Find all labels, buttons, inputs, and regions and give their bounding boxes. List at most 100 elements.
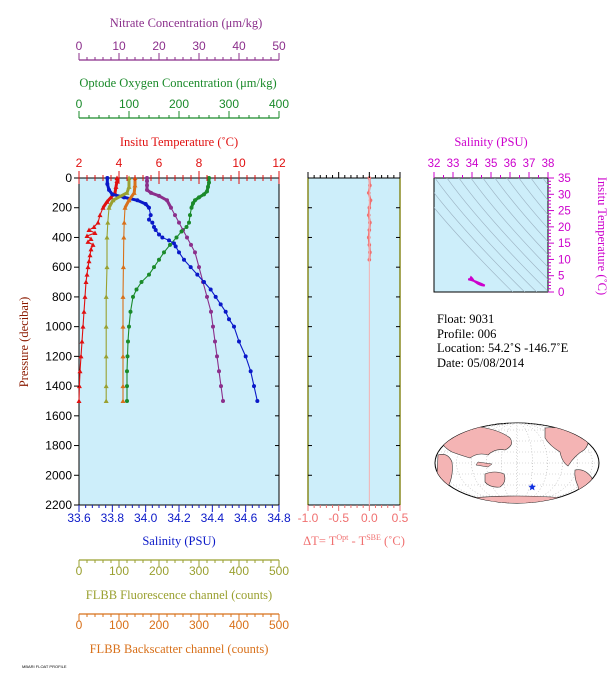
ts-density-contour xyxy=(494,178,548,243)
salinity-point xyxy=(153,228,158,233)
fluorescence-point xyxy=(103,294,109,299)
oxygen-point xyxy=(174,235,179,240)
backscatter-point xyxy=(120,383,126,389)
oxygen-point xyxy=(128,309,133,314)
temperature-point xyxy=(114,175,120,180)
oxygen-point xyxy=(197,195,201,200)
oxygen-point xyxy=(152,265,156,270)
backscatter-point xyxy=(120,398,126,403)
nitrate-point xyxy=(145,178,149,183)
temperature-point xyxy=(113,184,119,189)
oxygen-point xyxy=(205,189,209,194)
salinity-tick-label: 33.8 xyxy=(101,511,125,525)
oxygen-tick-label: 400 xyxy=(269,97,289,111)
temperature-point xyxy=(77,368,83,374)
pressure-tick-label: 800 xyxy=(52,290,72,304)
ts-salinity-tick-label: 38 xyxy=(542,158,555,170)
salinity-point xyxy=(248,369,253,374)
pressure-axis-label: Pressure (decibar) xyxy=(17,297,31,388)
oxygen-point xyxy=(187,220,191,225)
oxygen-point xyxy=(184,225,189,230)
temperature-point xyxy=(108,194,114,200)
nitrate-point xyxy=(219,384,223,389)
salinity-tick-label: 34.6 xyxy=(234,511,258,525)
nitrate-point xyxy=(169,205,173,210)
salinity-point xyxy=(227,317,231,322)
fluorescence-point xyxy=(126,175,132,180)
pressure-tick-label: 1200 xyxy=(45,349,72,363)
ts-density-contour xyxy=(434,178,538,292)
nitrate-axis-label: Nitrate Concentration (μm/kg) xyxy=(110,16,263,30)
delta-point xyxy=(366,213,371,217)
fluor-tick-label: 300 xyxy=(189,564,209,578)
salinity-tick-label: 34.0 xyxy=(134,511,158,525)
salinity-point xyxy=(243,354,248,359)
ts-temperature-tick-label: 30 xyxy=(558,189,571,201)
ts-temperature-tick-label: 20 xyxy=(558,222,571,234)
ts-temperature-tick-label: 0 xyxy=(558,287,564,299)
temperature-point xyxy=(90,242,96,247)
salinity-point xyxy=(160,235,165,240)
pressure-tick-label: 0 xyxy=(65,171,72,185)
oxygen-point xyxy=(125,398,129,403)
fluorescence-point xyxy=(103,353,109,359)
temperature-point xyxy=(100,205,106,210)
fluor-tick-label: 500 xyxy=(269,564,289,578)
oxygen-point xyxy=(162,250,166,255)
backscatter-point xyxy=(126,197,132,203)
date: Date: 05/08/2014 xyxy=(437,355,525,370)
ts-salinity-tick-label: 33 xyxy=(447,158,460,170)
salinity-tick-label: 34.2 xyxy=(167,511,191,525)
delta-point xyxy=(366,191,371,195)
fluorescence-point xyxy=(126,184,132,189)
oxygen-tick-label: 300 xyxy=(219,97,239,111)
ts-salinity-tick-label: 34 xyxy=(466,158,479,170)
bscat-tick-label: 100 xyxy=(109,618,129,632)
pressure-tick-label: 2200 xyxy=(45,498,72,512)
ts-density-contour xyxy=(482,178,548,255)
salinity-point xyxy=(255,398,260,403)
temp-tick-label: 6 xyxy=(156,156,163,170)
oxygen-point xyxy=(134,287,139,292)
pressure-tick-label: 400 xyxy=(52,230,72,244)
temperature-axis-label: Insitu Temperature (˚C) xyxy=(120,135,238,149)
ts-series-shape xyxy=(467,275,486,287)
salinity-point xyxy=(252,384,256,389)
temperature-point xyxy=(85,239,91,244)
nitrate-tick-label: 50 xyxy=(272,39,286,53)
ts-density-contour xyxy=(434,207,514,292)
oxygen-axis-label: Optode Oxygen Concentration (μm/kg) xyxy=(79,76,276,90)
ts-temperature-tick-label: 35 xyxy=(558,173,571,185)
salinity-point xyxy=(157,232,161,237)
ts-contour-group xyxy=(434,178,548,292)
ts-density-contour xyxy=(518,178,548,216)
oxygen-point xyxy=(126,339,130,344)
temp-tick-label: 2 xyxy=(76,156,83,170)
salinity-tick-label: 34.4 xyxy=(201,511,225,525)
salinity-point xyxy=(223,309,228,314)
temperature-point xyxy=(81,309,87,314)
nitrate-point xyxy=(165,198,169,203)
nitrate-point xyxy=(145,187,149,192)
location: Location: 54.2˚S -146.7˚E xyxy=(437,341,569,355)
nitrate-tick-label: 10 xyxy=(112,39,126,53)
temperature-point xyxy=(86,258,92,264)
salinity-point xyxy=(208,287,213,292)
float-location-marker xyxy=(528,483,536,491)
delta-tick-label: -0.5 xyxy=(328,511,349,525)
fluor-tick-label: 0 xyxy=(76,564,83,578)
oxygen-point xyxy=(127,324,131,329)
oxygen-tick-label: 200 xyxy=(169,97,189,111)
pressure-tick-label: 1400 xyxy=(45,379,72,393)
oxygen-point xyxy=(188,213,192,218)
ts-salinity-tick-label: 37 xyxy=(523,158,536,170)
nitrate-point xyxy=(145,176,149,180)
ts-density-contour xyxy=(506,178,548,229)
temperature-point xyxy=(85,264,91,270)
ts-salinity-tick-label: 32 xyxy=(428,158,441,170)
ts-salinity-tick-label: 35 xyxy=(485,158,498,170)
temperature-point xyxy=(79,339,85,344)
nitrate-tick-label: 20 xyxy=(152,39,166,53)
nitrate-tick-label: 30 xyxy=(192,39,206,53)
profile-number: Profile: 006 xyxy=(437,326,497,341)
